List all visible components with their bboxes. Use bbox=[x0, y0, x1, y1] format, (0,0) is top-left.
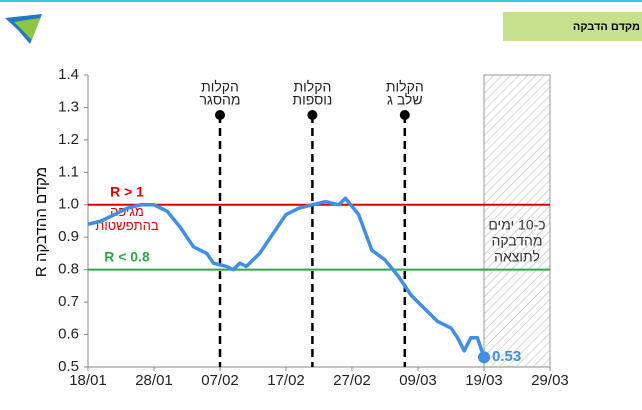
shaded-label: כ-10 ימים bbox=[488, 217, 545, 233]
y-axis-label: מקדם ההדבקה R bbox=[33, 167, 50, 277]
y-tick-label: 1.2 bbox=[58, 131, 79, 148]
x-tick-label: 27/02 bbox=[333, 372, 371, 389]
end-label: 0.53 bbox=[492, 348, 521, 365]
event-label: הקלות bbox=[386, 79, 424, 95]
x-tick-label: 17/02 bbox=[267, 372, 305, 389]
y-tick-label: 0.5 bbox=[58, 358, 79, 375]
shaded-label: מהדבקה bbox=[491, 233, 542, 249]
event-label: מהסגר bbox=[199, 92, 240, 108]
event-dot bbox=[215, 110, 225, 120]
x-tick-label: 18/01 bbox=[69, 372, 107, 389]
reference-label: R < 0.8 bbox=[104, 248, 150, 264]
reference-label: בהתפשטות bbox=[95, 218, 158, 233]
reference-label: מגיפה bbox=[110, 204, 144, 219]
y-tick-label: 1.4 bbox=[58, 66, 79, 83]
shaded-label: לתוצאה bbox=[494, 249, 540, 265]
y-tick-label: 0.7 bbox=[58, 293, 79, 310]
logo bbox=[5, 14, 42, 44]
event-label: הקלות bbox=[293, 79, 331, 95]
event-dot bbox=[307, 110, 318, 120]
y-tick-label: 1.0 bbox=[58, 196, 79, 213]
data-line bbox=[87, 196, 486, 358]
x-tick-label: 28/01 bbox=[135, 372, 173, 389]
shaded-region bbox=[483, 74, 551, 368]
reference-label: R > 1 bbox=[110, 183, 144, 199]
event-label: הקלות bbox=[201, 79, 239, 95]
y-tick-label: 0.8 bbox=[58, 261, 79, 278]
y-tick-label: 0.9 bbox=[58, 228, 79, 245]
event-label: שלב ג bbox=[387, 92, 423, 108]
event-dot bbox=[399, 110, 410, 120]
header-box bbox=[503, 12, 642, 41]
header-title: מקדם הדבקה bbox=[573, 21, 640, 33]
x-tick-label: 19/03 bbox=[465, 372, 503, 389]
end-marker bbox=[478, 351, 490, 364]
y-tick-label: 0.6 bbox=[58, 326, 79, 343]
x-tick-label: 29/03 bbox=[531, 372, 569, 389]
y-tick-label: 1.1 bbox=[58, 163, 79, 180]
y-tick-label: 1.3 bbox=[58, 98, 79, 115]
x-tick-label: 07/02 bbox=[201, 372, 239, 389]
x-tick-label: 09/03 bbox=[399, 372, 437, 389]
event-label: נוספות bbox=[292, 92, 332, 108]
